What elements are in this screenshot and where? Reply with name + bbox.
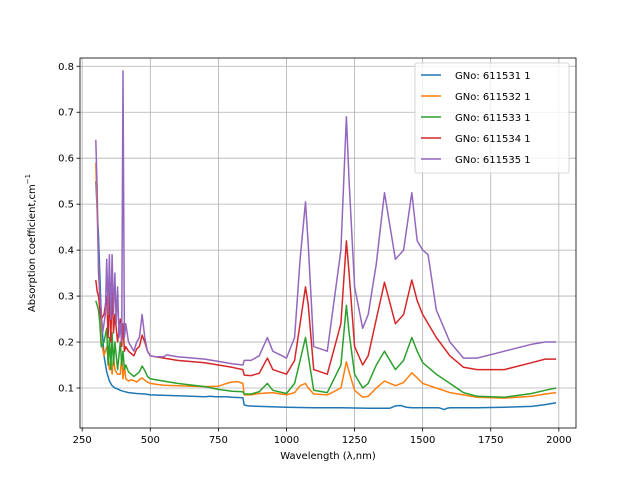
series-line-2 [95, 162, 557, 399]
y-tick-label: 0.7 [58, 108, 74, 119]
y-tick-label: 0.5 [58, 200, 74, 211]
y-axis-label-exponent: −1 [24, 174, 32, 184]
x-axis-ticks: 250 500 750 1000 1250 1500 1750 2000 [73, 428, 572, 446]
x-tick-label: 1750 [478, 435, 503, 446]
legend: GNo: 611531 1 GNo: 611532 1 GNo: 611533 1 G… [414, 62, 570, 174]
y-tick-label: 0.1 [58, 384, 74, 395]
series-line-3 [95, 300, 557, 398]
plot-frame [79, 57, 577, 429]
x-axis-label: Wavelength (λ,nm) [280, 451, 376, 462]
y-tick-label: 0.6 [58, 154, 74, 165]
legend-label: GNo: 611531 1 [455, 71, 531, 82]
x-tick-label: 1250 [342, 435, 367, 446]
x-tick-label: 750 [209, 435, 228, 446]
series-line-4 [95, 240, 557, 377]
y-axis-label-text: Absorption coefficient,cm [27, 184, 38, 312]
legend-label: GNo: 611533 1 [455, 113, 531, 124]
y-axis-ticks: 0.1 0.2 0.3 0.4 0.5 0.6 0.7 0.8 [58, 62, 80, 395]
legend-box [414, 62, 570, 174]
y-tick-label: 0.2 [58, 338, 74, 349]
legend-label: GNo: 611535 1 [455, 155, 531, 166]
series-line-5 [95, 70, 557, 366]
x-tick-label: 500 [141, 435, 160, 446]
x-tick-label: 1000 [274, 435, 299, 446]
legend-label: GNo: 611534 1 [455, 134, 531, 145]
series-line-1 [95, 181, 557, 411]
x-tick-label: 2000 [546, 435, 571, 446]
series-lines [95, 70, 557, 411]
y-tick-label: 0.3 [58, 292, 74, 303]
y-tick-label: 0.4 [58, 246, 74, 257]
legend-label: GNo: 611532 1 [455, 92, 531, 103]
y-tick-label: 0.8 [58, 62, 74, 73]
x-tick-label: 1500 [410, 435, 435, 446]
y-axis-label: Absorption coefficient,cm−1 [24, 174, 38, 312]
x-tick-label: 250 [73, 435, 92, 446]
